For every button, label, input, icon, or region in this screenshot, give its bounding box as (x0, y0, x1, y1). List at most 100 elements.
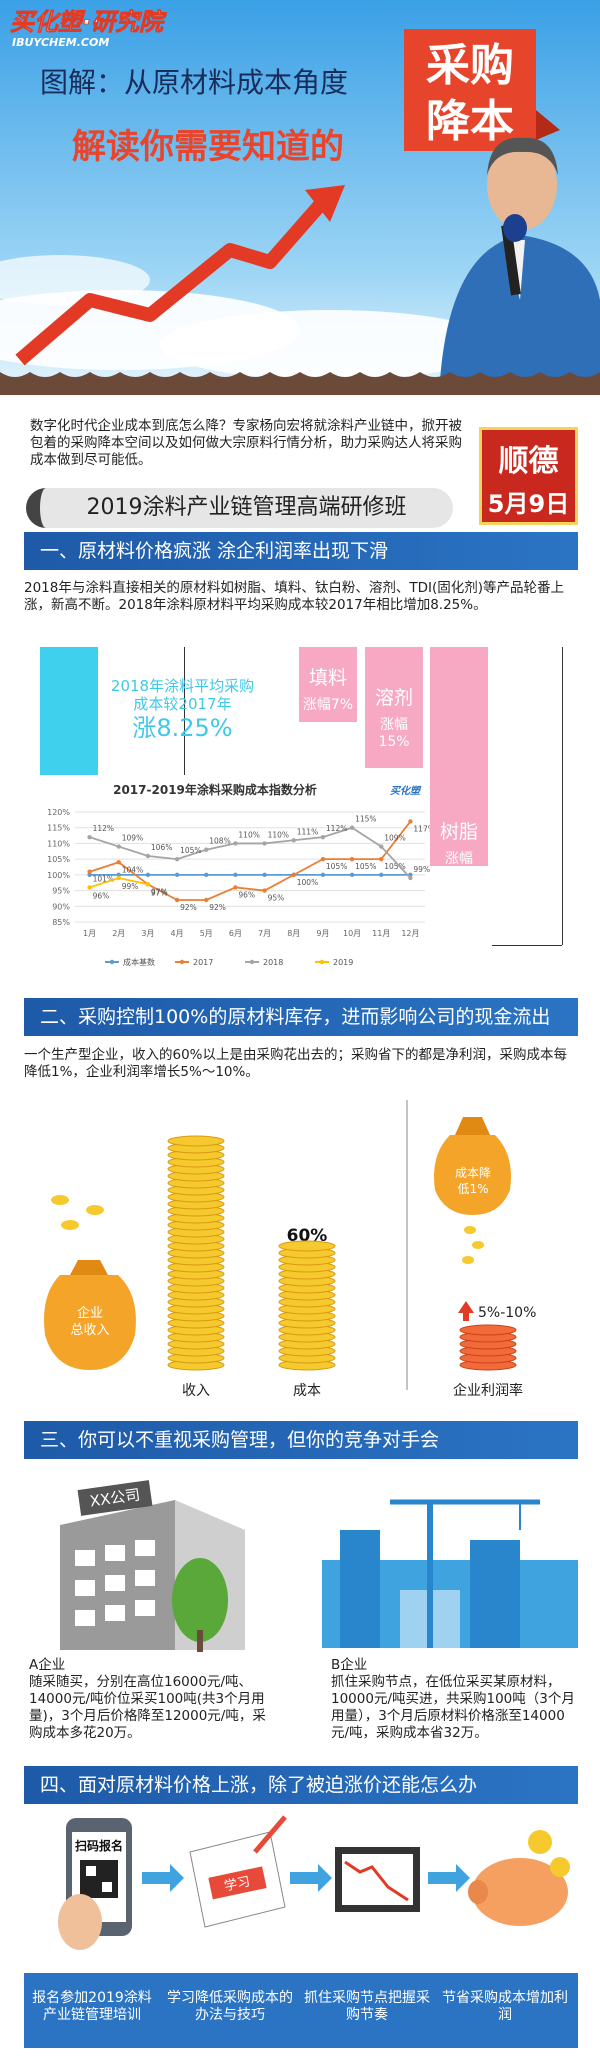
person-body (440, 235, 600, 380)
point (349, 856, 355, 862)
y-tick-label: 115% (47, 824, 70, 833)
y-tick-label: 90% (52, 902, 70, 911)
point (87, 885, 92, 890)
point (379, 844, 384, 849)
material-rise: 涨幅7% (302, 697, 354, 713)
x-tick-label: 11月 (372, 929, 390, 938)
y-tick-label: 110% (47, 839, 70, 848)
callout-text: 成本较2017年 (133, 695, 232, 713)
data-label: 117% (413, 824, 430, 833)
point (174, 897, 180, 903)
bag-neck (70, 1260, 108, 1275)
money-bag (44, 1275, 136, 1370)
y-tick-label: 105% (47, 855, 70, 864)
section-text: 一个生产型企业，收入的60%以上是由采购花出去的；采购省下的都是净利润，采购成本… (24, 1047, 568, 1080)
coin (167, 1135, 225, 1147)
companies-art: XX公司 (60, 1480, 578, 1652)
point (379, 872, 384, 878)
legend-label: 2018 (263, 958, 283, 967)
point (145, 882, 151, 887)
data-label: 101% (93, 875, 114, 884)
data-label: 105% (384, 862, 405, 871)
legend-swatch (109, 959, 115, 965)
x-tick-label: 7月 (258, 929, 271, 938)
bag-neck (455, 1117, 490, 1135)
up-arrow (458, 1301, 474, 1313)
x-tick-label: 6月 (229, 929, 242, 938)
data-label: 105% (180, 846, 201, 855)
data-label: 100% (297, 878, 318, 887)
windows (75, 1540, 155, 1626)
book-label: 学习 (223, 1873, 252, 1894)
notebook-tag (208, 1866, 267, 1900)
date-badge: 顺德 5月9日 (479, 427, 578, 525)
coin (464, 1226, 476, 1234)
material-name: 溶剂 (374, 687, 413, 709)
section-heading: 三、你可以不重视采购管理，但你的竞争对手会 (24, 1421, 578, 1459)
data-label: 110% (268, 830, 289, 839)
logo: 买化塑·研究院 (10, 8, 167, 36)
coin (528, 1830, 552, 1854)
steps-art: 扫码报名 学习 (58, 1815, 570, 1950)
stack-label: 成本 (293, 1383, 321, 1399)
point (174, 872, 180, 878)
legend-label: 2017 (193, 958, 213, 967)
badge-text: 采购 (426, 40, 514, 91)
company-sign (77, 1480, 153, 1516)
arrows (142, 1864, 470, 1892)
point (204, 847, 209, 852)
bag-text: 成本降 (455, 1166, 491, 1180)
qr-code (86, 1866, 96, 1876)
legend-label: 成本基数 (123, 957, 155, 967)
data-label: 110% (238, 830, 259, 839)
bag-text: 低1% (457, 1182, 488, 1196)
data-label: 99% (413, 865, 430, 874)
point (349, 872, 355, 878)
data-label: 96% (238, 890, 255, 899)
skyline (340, 1530, 380, 1648)
company-a: A企业 随采随买，分别在高位16000元/吨、14000元/吨价位采买100吨(… (29, 1657, 279, 1742)
data-label: 97% (151, 887, 168, 896)
x-tick-label: 12月 (401, 929, 419, 938)
section-text: 2018年与涂料直接相关的原材料如树脂、填料、钛白粉、溶剂、TDI(固化剂)等产… (24, 580, 565, 613)
x-tick-label: 4月 (171, 929, 184, 938)
material-bar: 树脂 涨幅20% (430, 647, 488, 884)
badge-city: 顺德 (498, 444, 559, 479)
bracket-line (184, 647, 185, 775)
data-label: 112% (93, 824, 114, 833)
header-edge (0, 372, 600, 395)
badge-box (404, 29, 536, 151)
x-tick-label: 9月 (316, 929, 329, 938)
x-tick-label: 1月 (83, 929, 96, 938)
point (87, 872, 92, 878)
point (291, 872, 296, 878)
point (116, 875, 121, 881)
frame-line (562, 647, 563, 945)
person-head (487, 140, 557, 230)
data-label: 106% (151, 843, 172, 852)
money-bag (434, 1135, 511, 1215)
point (204, 872, 209, 878)
callout-rise: 涨8.25% (132, 714, 233, 742)
point (262, 872, 267, 878)
series-line (89, 826, 412, 879)
company-text: 随采随买，分别在高位16000元/吨、14000元/吨价位采买100吨(共3个月… (29, 1674, 266, 1741)
x-tick-label: 3月 (141, 929, 154, 938)
company-title: B企业 (331, 1657, 368, 1673)
title-line1: 图解：从原材料成本角度 (40, 66, 348, 99)
point (349, 825, 355, 830)
coin (61, 1220, 79, 1230)
piggy (472, 1858, 568, 1926)
point (379, 856, 384, 862)
cloud (160, 310, 500, 380)
y-tick-label: 85% (52, 918, 70, 927)
data-label: 95% (268, 894, 285, 903)
material-rise: 涨幅20% (443, 851, 475, 884)
data-label: 109% (384, 834, 405, 843)
point (408, 875, 413, 881)
point (145, 853, 151, 859)
x-tick-label: 5月 (200, 929, 213, 938)
company-b: B企业 抓住采购节点，在低位采买某原材料，10000元/吨买进，共采购100吨（… (331, 1657, 578, 1742)
coins-art: 企业 总收入 60% 收入 成本 成本降 低1% 5%-10% 企业利润率 (44, 1100, 536, 1399)
tree-trunk (197, 1630, 203, 1652)
